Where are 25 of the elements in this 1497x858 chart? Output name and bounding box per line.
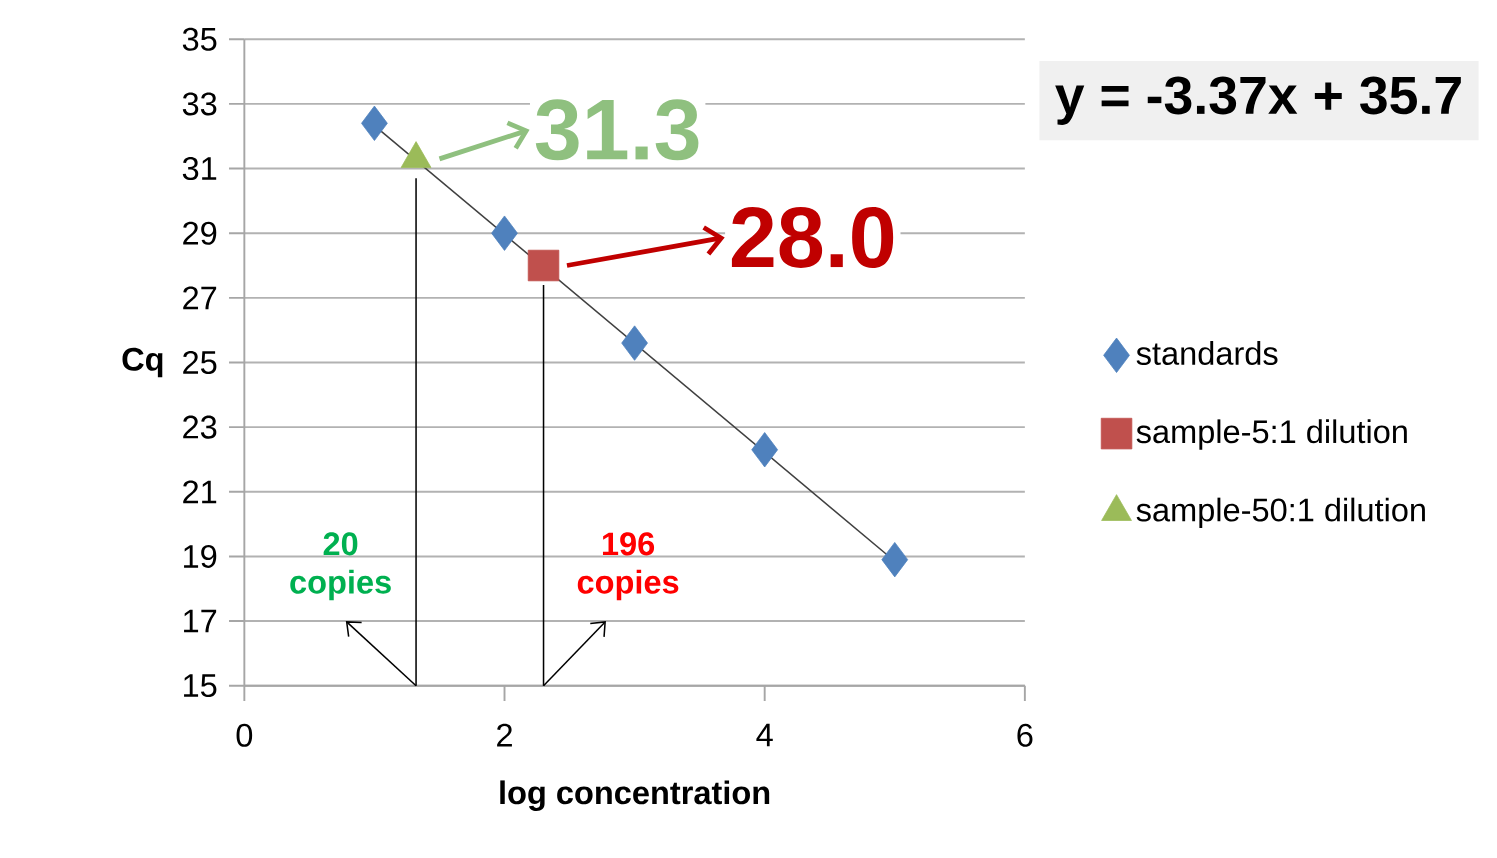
y-tick-label: 21 bbox=[183, 480, 217, 504]
y-tick-label: 35 bbox=[182, 27, 217, 51]
y-tick-label: 29 bbox=[183, 221, 217, 245]
y-tick-label: 19 bbox=[184, 544, 217, 568]
annotation: 20 copies bbox=[290, 532, 391, 601]
y-tick-label: 33 bbox=[182, 92, 217, 116]
legend-label: sample-5:1 dilution bbox=[1136, 419, 1407, 450]
data-label: 28.0 bbox=[731, 206, 894, 268]
x-tick-label: 0 bbox=[236, 723, 253, 747]
y-tick-label: 23 bbox=[183, 415, 217, 439]
x-tick-label: 2 bbox=[497, 723, 512, 747]
x-tick-label: 6 bbox=[1017, 723, 1033, 747]
x-axis-title: log concentration bbox=[500, 780, 770, 811]
legend-label: standards bbox=[1136, 341, 1278, 365]
y-tick-label: 15 bbox=[184, 674, 217, 698]
y-tick-label: 25 bbox=[183, 350, 217, 374]
data-label: 31.3 bbox=[535, 99, 699, 161]
x-tick-label: 4 bbox=[756, 723, 773, 747]
annotation: 196 copies bbox=[577, 532, 679, 601]
y-tick-label: 17 bbox=[184, 609, 217, 633]
text: y = -3.37x + 35.7 bbox=[1055, 76, 1461, 125]
legend-label: sample-50:1 dilution bbox=[1136, 497, 1425, 528]
y-tick-label: 27 bbox=[183, 286, 217, 310]
y-axis-title: Cq bbox=[122, 347, 163, 378]
y-tick-label: 31 bbox=[182, 156, 217, 181]
